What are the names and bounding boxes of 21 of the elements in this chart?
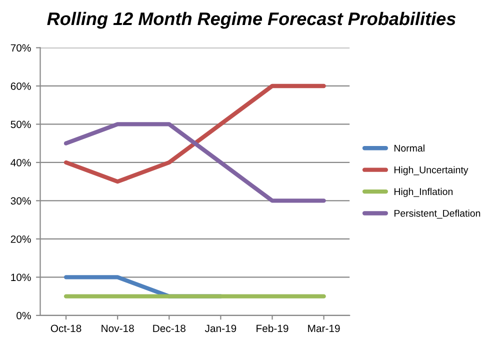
line-series xyxy=(64,84,326,184)
x-tick-label: Jan-19 xyxy=(204,324,236,332)
y-tick-label: 50% xyxy=(10,120,31,128)
y-tick-label: 30% xyxy=(10,197,31,205)
legend-label: Persistent_Deflation xyxy=(394,210,480,219)
x-tick-label: Oct-18 xyxy=(50,324,82,332)
y-tick-label: 40% xyxy=(10,158,31,166)
y-tick-label: 70% xyxy=(10,44,31,52)
x-tick-label: Nov-18 xyxy=(102,324,134,332)
y-tick-label: 60% xyxy=(10,82,31,90)
x-tick-label: Feb-19 xyxy=(256,324,288,332)
y-tick-label: 20% xyxy=(10,235,31,243)
line-series xyxy=(64,122,326,203)
chart-title: Rolling 12 Month Regime Forecast Probabilities xyxy=(47,12,456,29)
x-tick-label: Dec-18 xyxy=(153,324,186,332)
y-tick-label: 0% xyxy=(16,312,31,320)
legend-label: Normal xyxy=(394,144,424,152)
x-tick-label: Mar-19 xyxy=(308,324,340,332)
legend-label: High_Uncertainty xyxy=(394,166,468,176)
legend-label: High_Inflation xyxy=(394,188,453,197)
y-tick-label: 10% xyxy=(11,274,31,282)
